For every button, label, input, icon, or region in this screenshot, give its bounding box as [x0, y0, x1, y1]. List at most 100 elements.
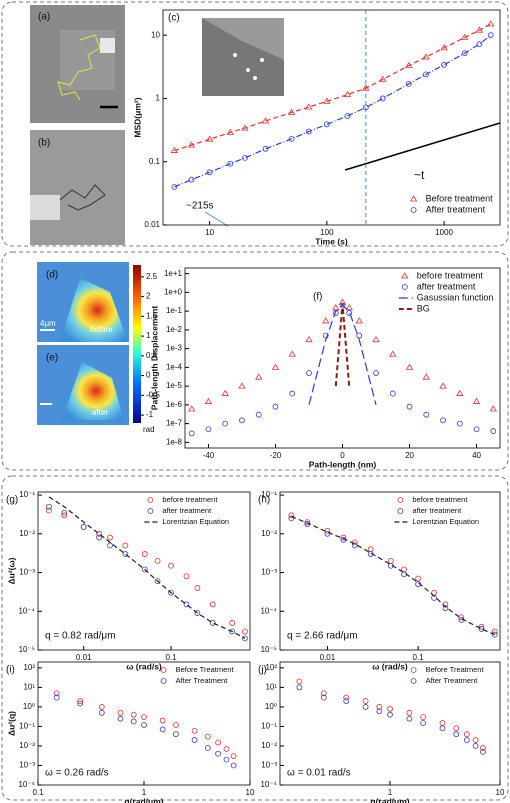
y-tick-label: 10⁻¹: [19, 722, 35, 731]
marker: [345, 304, 353, 311]
colorbar-tick-label: 2.5: [146, 272, 158, 281]
marker: [53, 694, 60, 701]
marker: [387, 711, 393, 718]
panel-label: (d): [46, 270, 58, 281]
legend-label: after treatment: [417, 281, 476, 291]
y-axis-label: MSD(μm²): [132, 97, 142, 137]
y-tick-label: 10⁻⁴: [260, 606, 277, 615]
x-tick-label: 0.01: [76, 653, 92, 662]
y-tick-label: 1e-7: [166, 419, 183, 428]
marker: [422, 373, 430, 380]
marker: [473, 426, 480, 433]
annotation: q = 2.66 rad/μm: [287, 631, 358, 642]
marker: [323, 97, 331, 104]
marker: [262, 145, 269, 152]
marker: [154, 578, 161, 585]
legend-marker: [147, 497, 154, 503]
marker: [379, 75, 387, 82]
marker: [441, 61, 447, 68]
y-axis-label: Path-length Displacement: [149, 306, 159, 411]
marker: [170, 146, 179, 153]
marker: [491, 631, 498, 638]
marker: [288, 135, 295, 142]
y-tick-label: 1e-5: [166, 381, 183, 390]
colorbar: [133, 265, 141, 423]
marker: [46, 503, 52, 510]
x-tick-label: 20: [405, 451, 414, 460]
marker: [61, 512, 68, 519]
colorbar-tick-label: -0.5: [146, 390, 160, 399]
marker: [406, 403, 413, 410]
marker: [376, 704, 383, 710]
legend-label: Before Treatment: [176, 665, 235, 674]
marker: [304, 103, 313, 110]
marker: [373, 370, 379, 376]
marker: [343, 90, 352, 98]
marker: [241, 124, 249, 131]
legend-label: before treatment: [417, 270, 484, 280]
series-line: [308, 304, 377, 406]
marker: [107, 534, 113, 541]
marker: [209, 601, 216, 608]
marker: [463, 731, 470, 738]
marker: [440, 417, 446, 424]
y-tick-label: 1e-1: [166, 306, 183, 315]
marker: [204, 397, 213, 404]
y-tick-label: 10⁻¹: [19, 490, 35, 499]
panel-frame: [1, 1, 509, 247]
marker: [372, 335, 380, 343]
y-tick-label: 10⁻¹: [261, 490, 277, 499]
marker: [173, 731, 179, 738]
marker: [238, 382, 246, 389]
y-tick-label: 10⁻²: [261, 529, 277, 538]
marker: [288, 350, 296, 357]
marker: [46, 507, 52, 514]
marker: [332, 304, 340, 311]
image-caption: before: [90, 325, 113, 334]
marker: [340, 534, 347, 541]
marker: [141, 721, 147, 728]
marker: [487, 20, 495, 27]
colorbar-tick-label: 2: [146, 292, 151, 301]
marker: [77, 698, 84, 704]
marker: [229, 620, 236, 626]
legend-label: before treatment: [412, 495, 468, 504]
marker: [141, 714, 147, 721]
marker: [183, 601, 190, 608]
x-tick-label: 10: [205, 228, 214, 237]
x-axis-label: Time (s): [315, 236, 348, 246]
marker: [288, 512, 295, 519]
y-tick-label: 10²: [23, 663, 35, 672]
x-tick-label: 40: [472, 451, 481, 460]
legend-marker: [147, 508, 154, 514]
marker: [171, 184, 178, 190]
marker: [439, 382, 447, 389]
marker: [304, 519, 311, 526]
marker: [242, 628, 248, 635]
marker: [168, 562, 174, 569]
marker: [420, 714, 427, 721]
colorbar-tick-label: 0.5: [146, 351, 158, 360]
y-tick-label: 10⁻⁵: [261, 645, 277, 654]
marker: [209, 620, 216, 626]
legend-marker: [409, 195, 418, 202]
marker: [191, 727, 198, 734]
marker: [261, 117, 270, 124]
marker: [122, 551, 129, 557]
series-line: [174, 23, 492, 152]
legend-marker: [160, 667, 167, 673]
y-tick-label: 10⁻³: [19, 761, 35, 770]
legend-label: Before Treatment: [426, 665, 485, 674]
series-line: [334, 303, 351, 387]
annotation: ω = 0.01 rad/s: [287, 768, 351, 779]
x-tick-label: 10: [246, 788, 255, 797]
marker: [387, 705, 393, 712]
y-tick-label: 10⁻⁴: [18, 780, 35, 789]
x-tick-label: 0: [340, 451, 345, 460]
marker: [130, 711, 137, 718]
marker: [288, 515, 295, 522]
x-tick-label: 0.1: [166, 653, 178, 662]
panel-label: (c): [168, 13, 180, 24]
image-b: (b): [30, 130, 125, 245]
